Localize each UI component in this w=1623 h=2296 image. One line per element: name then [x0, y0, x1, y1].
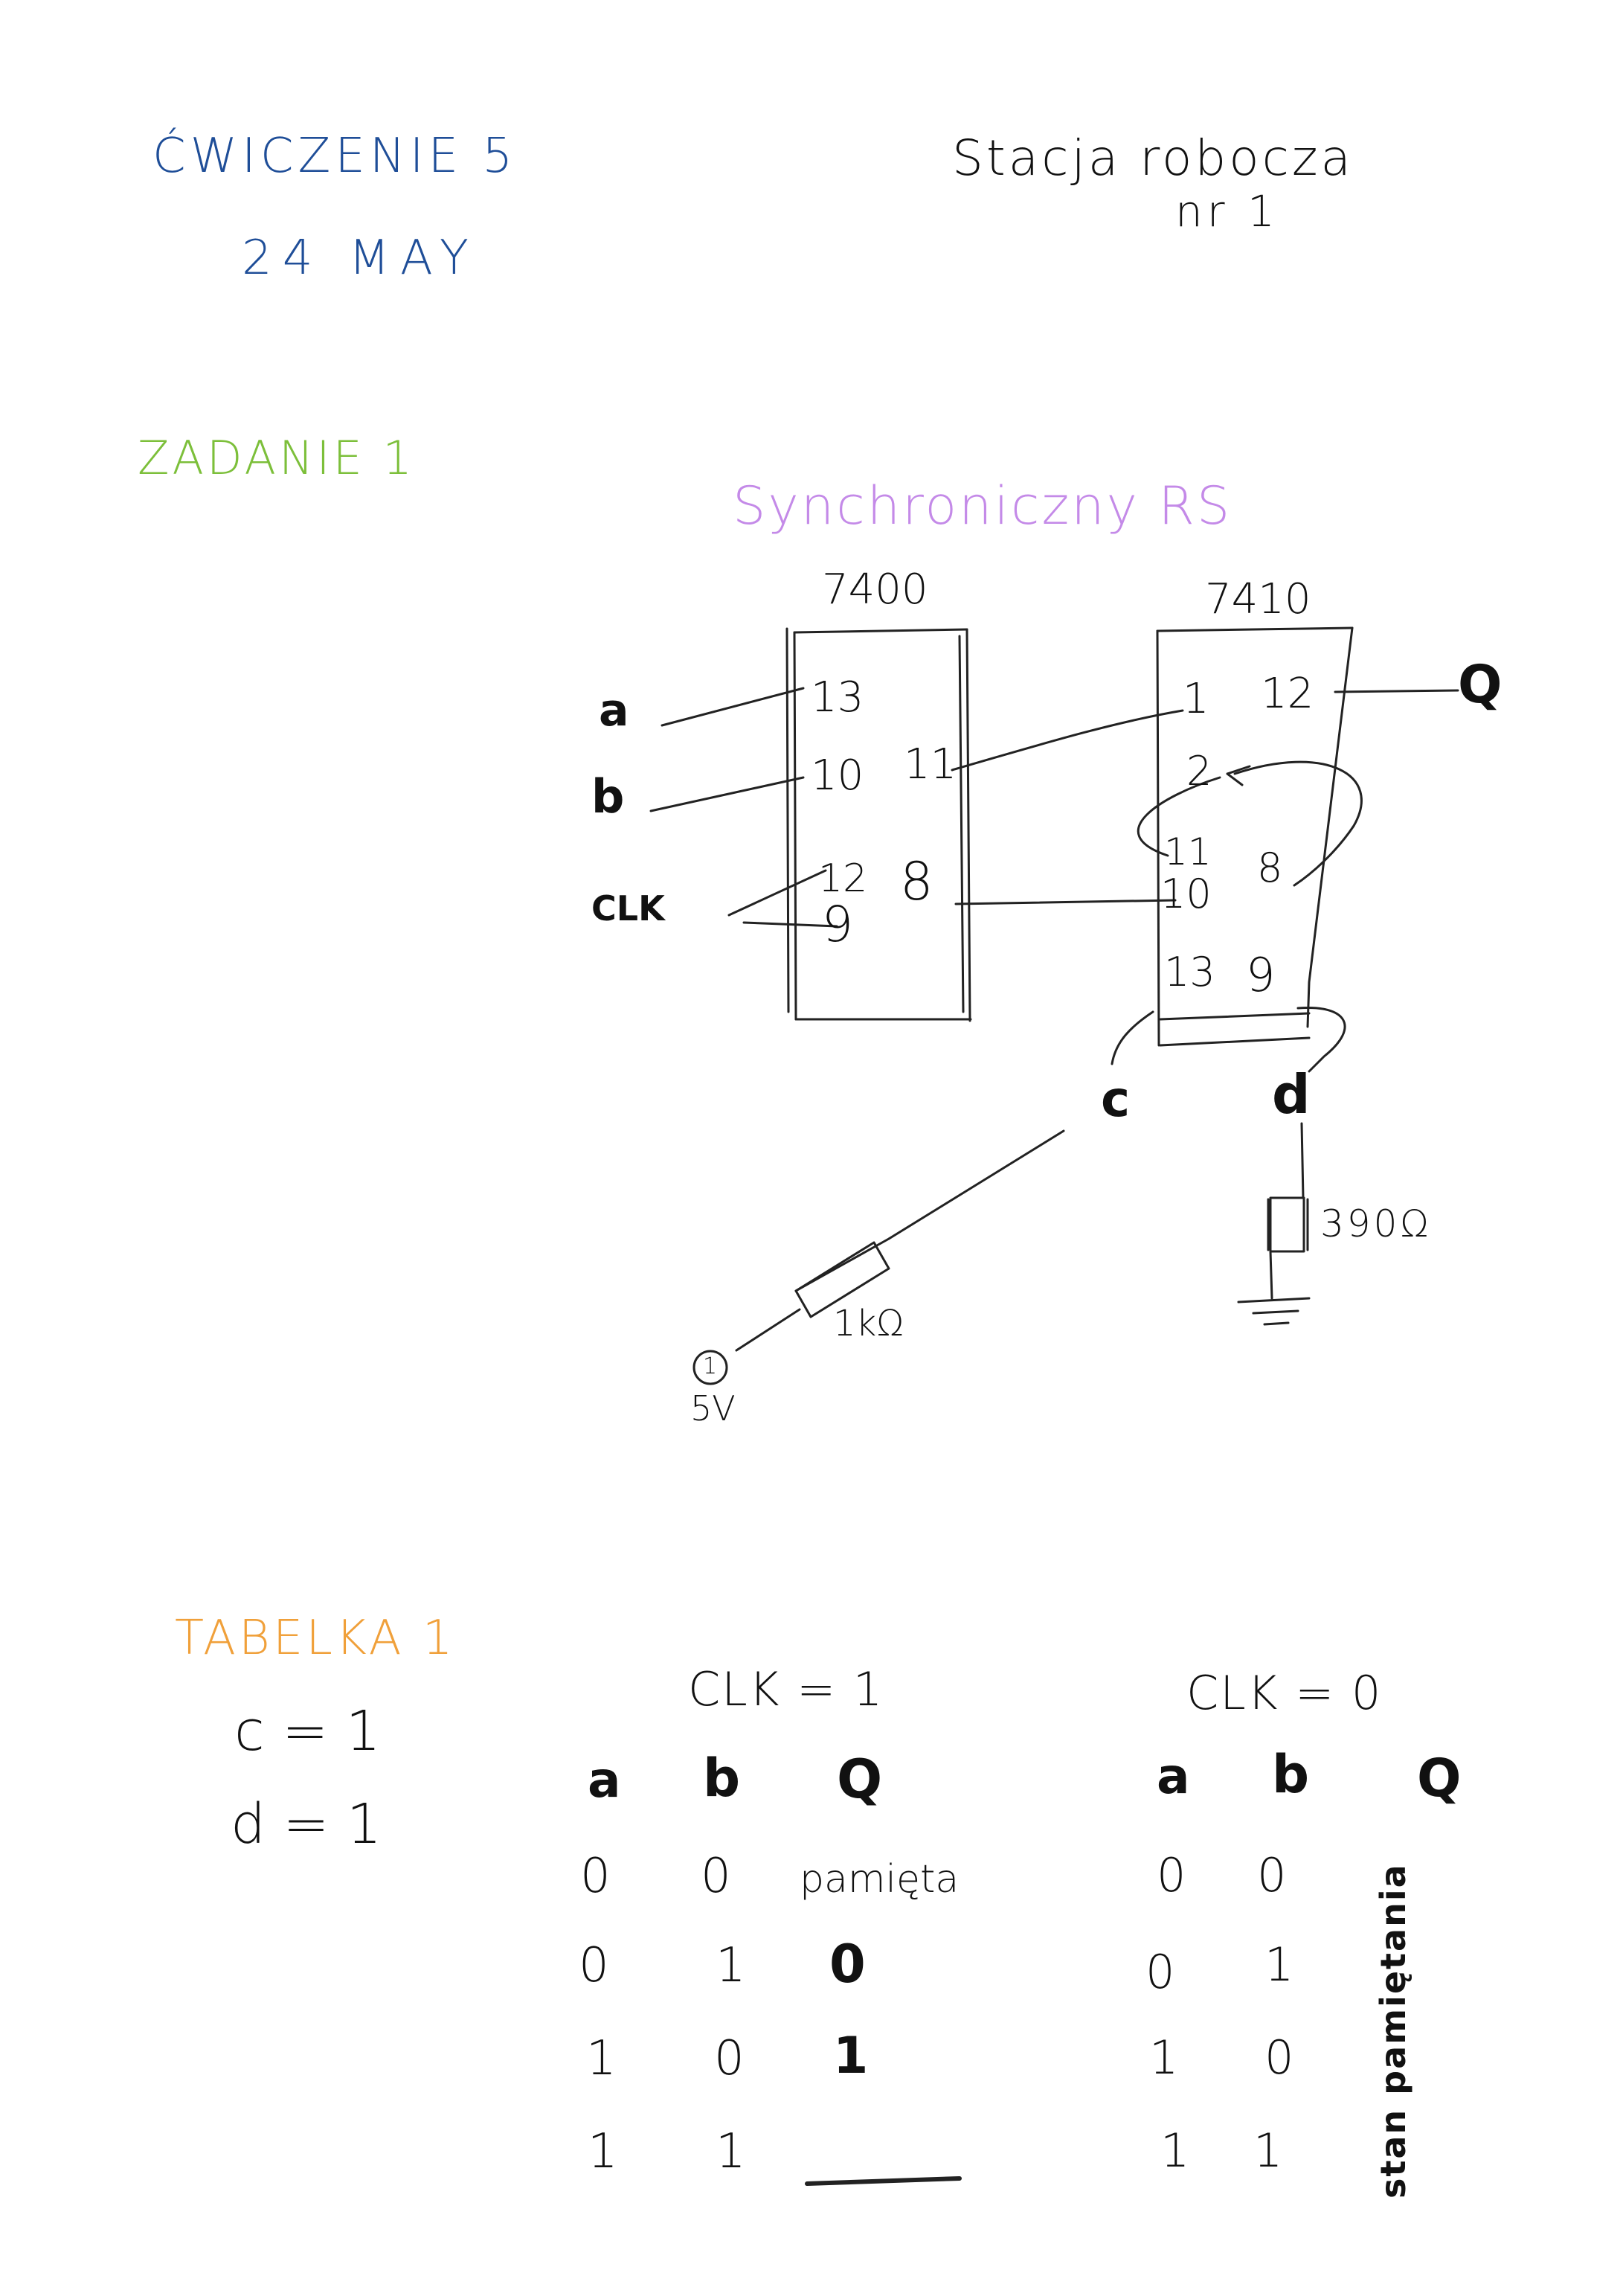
wire-d: [1296, 1006, 1346, 1073]
wire-q: [1334, 689, 1459, 693]
station-number: nr 1: [1175, 186, 1279, 237]
station-label: Stacja robocza: [952, 129, 1354, 187]
input-b-label: b: [591, 769, 625, 824]
left-table-header: CLK = 1: [688, 1662, 884, 1716]
wire-clk-12: [727, 869, 827, 917]
condition-d: d = 1: [231, 1792, 382, 1856]
node-d-label: d: [1272, 1063, 1311, 1126]
node-c-label: c: [1101, 1071, 1131, 1128]
wire-11-to-1: [951, 709, 1184, 772]
right-col-a: a: [1157, 1748, 1190, 1805]
pin-7410-1: 1: [1183, 675, 1209, 723]
exercise-title: ĆWICZENIE 5: [152, 129, 518, 184]
pin-7410-10: 10: [1160, 870, 1212, 917]
right-r2-b: 1: [1264, 1937, 1294, 1992]
wire-c: [1111, 1010, 1154, 1065]
left-r1-q: pamięta: [800, 1857, 960, 1902]
input-a-label: a: [599, 684, 629, 737]
left-r3-b: 0: [714, 2031, 745, 2086]
q-dash: [805, 2176, 962, 2186]
source-voltage: 5V: [690, 1388, 736, 1428]
chip-7410-box: [1156, 626, 1354, 1047]
chip-7400-box: [785, 627, 972, 1022]
pin-7410-12: 12: [1261, 670, 1314, 718]
left-r2-a: 0: [579, 1938, 609, 1993]
left-col-a: a: [588, 1751, 621, 1809]
right-r1-a: 0: [1157, 1848, 1186, 1902]
output-q-label: Q: [1458, 654, 1503, 715]
right-r4-a: 1: [1160, 2123, 1190, 2178]
resistor-1k: [735, 1129, 1065, 1352]
left-r4-a: 1: [588, 2124, 618, 2179]
source-symbol: [692, 1350, 728, 1385]
source-number: 1: [703, 1353, 718, 1379]
task-title: ZADANIE 1: [138, 431, 415, 485]
chip-7400-label: 7400: [822, 565, 928, 614]
left-r3-a: 1: [586, 2031, 617, 2086]
left-r1-a: 0: [580, 1849, 611, 1904]
right-r2-a: 0: [1145, 1945, 1175, 1999]
pin-7410-2: 2: [1186, 748, 1212, 795]
feedback-loop: [1137, 760, 1363, 887]
right-r3-b: 0: [1264, 2030, 1294, 2085]
input-clk-label: CLK: [591, 888, 665, 929]
date-label: 24 MAY: [242, 231, 479, 286]
left-r2-q: 0: [829, 1934, 866, 1995]
right-r3-a: 1: [1149, 2030, 1179, 2085]
right-col-b: b: [1272, 1744, 1310, 1805]
left-r1-b: 0: [701, 1849, 731, 1904]
chip-7410-label: 7410: [1205, 575, 1311, 623]
right-r4-b: 1: [1253, 2123, 1283, 2178]
wire-8-to-10: [954, 899, 1177, 905]
wire-a: [661, 687, 805, 727]
circuit-title: Synchroniczny RS: [733, 475, 1232, 536]
left-col-b: b: [703, 1748, 741, 1809]
resistor-390-label: 390Ω: [1320, 1202, 1432, 1245]
pin-7410-13: 13: [1164, 949, 1215, 995]
right-r1-b: 0: [1257, 1848, 1287, 1902]
left-r2-b: 1: [716, 1938, 746, 1993]
right-col-q: Q: [1417, 1748, 1462, 1809]
pin-7410-8: 8: [1257, 844, 1283, 891]
left-r4-q: ——: [807, 2161, 822, 2169]
resistor-390-and-ground: [1237, 1122, 1311, 1326]
pin-7400-11: 11: [904, 740, 957, 789]
wire-clk-9: [742, 921, 838, 928]
pin-7410-11: 11: [1164, 830, 1212, 873]
resistor-1k-label: 1kΩ: [833, 1303, 904, 1344]
right-q-note: stan pamiętania: [1373, 1863, 1413, 2199]
wire-b: [649, 776, 805, 812]
pin-7400-13: 13: [811, 673, 864, 722]
pin-7400-10: 10: [811, 751, 864, 800]
pin-7400-12: 12: [818, 856, 868, 901]
condition-c: c = 1: [234, 1699, 381, 1763]
table-title: TABELKA 1: [175, 1611, 456, 1666]
pin-7400-8: 8: [900, 851, 933, 912]
pin-7410-9: 9: [1246, 948, 1276, 1002]
right-table-header: CLK = 0: [1186, 1666, 1383, 1720]
left-col-q: Q: [837, 1748, 883, 1810]
left-r3-q: 1: [833, 2027, 869, 2085]
left-r4-b: 1: [716, 2124, 746, 2179]
pin-7400-9: 9: [822, 896, 853, 953]
